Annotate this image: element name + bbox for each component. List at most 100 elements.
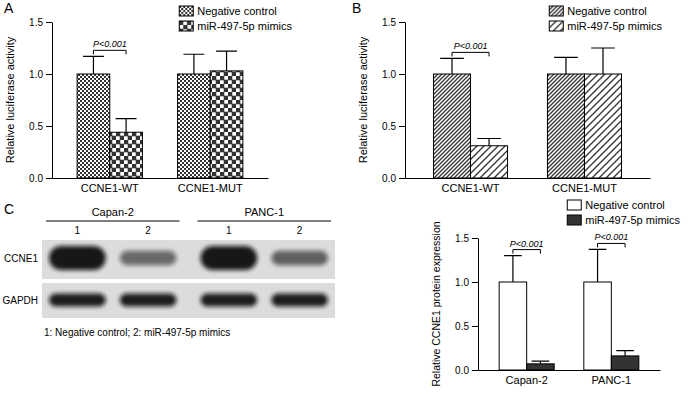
y-tick-mark xyxy=(399,22,405,23)
y-tick-mark xyxy=(472,282,478,283)
bar xyxy=(178,74,211,178)
y-tick: 1.5 xyxy=(455,233,478,244)
x-tick-label: CCNE1-MUT xyxy=(178,182,243,194)
error-bar xyxy=(554,57,578,74)
legend-item: Negative control xyxy=(567,199,665,211)
x-tick-label: CCNE1-WT xyxy=(441,182,499,194)
blot-group-line xyxy=(46,221,180,222)
y-tick-mark xyxy=(472,238,478,239)
y-tick: 0.5 xyxy=(29,121,52,132)
blot-lane-label: 1 xyxy=(226,225,232,236)
blot-band xyxy=(120,251,177,265)
blot-band xyxy=(201,246,258,270)
blot-lane-label: 1 xyxy=(75,225,81,236)
legend-item: Negative control xyxy=(549,5,647,17)
error-bar xyxy=(440,58,464,74)
legend-item: miR-497-5p mimics xyxy=(549,20,662,32)
error-bar xyxy=(183,54,204,74)
y-tick-mark xyxy=(46,22,52,23)
x-tick-label: CCNE1-WT xyxy=(81,182,139,194)
plot-marks xyxy=(77,51,243,178)
y-tick: 0.5 xyxy=(382,121,405,132)
y-tick-mark xyxy=(46,178,52,179)
legend-swatch xyxy=(549,21,563,31)
y-tick: 1.5 xyxy=(29,17,52,28)
y-tick: 1.0 xyxy=(455,277,478,288)
x-tick: Capan-2 xyxy=(506,374,548,386)
legend-swatch xyxy=(179,21,193,31)
y-tick-mark xyxy=(399,74,405,75)
x-tick: PANC-1 xyxy=(592,374,632,386)
bar xyxy=(471,146,508,178)
legend-label: Negative control xyxy=(197,5,277,17)
bar xyxy=(499,282,527,370)
x-axis: CCNE1-WT CCNE1-MUT xyxy=(53,179,269,194)
legend: Negative control miR-497-5p mimics xyxy=(549,5,662,32)
legend: Negative control miR-497-5p mimics xyxy=(567,199,680,226)
y-tick-label: 0.5 xyxy=(455,321,469,332)
blot-lane-label: 2 xyxy=(145,225,151,236)
x-tick-label: Capan-2 xyxy=(506,374,548,386)
x-tick: CCNE1-MUT xyxy=(178,182,243,194)
significance-bracket xyxy=(598,243,626,247)
panel-label: C xyxy=(4,201,14,217)
x-axis-line xyxy=(479,370,661,371)
y-axis-title: Relative luciferase activity xyxy=(357,36,369,163)
y-tick-label: 1.5 xyxy=(455,233,469,244)
bar xyxy=(584,282,612,370)
annotation: P<0.001 xyxy=(93,39,127,49)
y-tick-label: 1.0 xyxy=(382,69,396,80)
blot-group-label: PANC-1 xyxy=(244,206,284,218)
x-axis-line xyxy=(406,178,651,179)
y-axis-line xyxy=(405,23,406,179)
annotation: P<0.001 xyxy=(510,239,544,249)
panel-label: A xyxy=(4,0,14,16)
bar xyxy=(584,74,621,178)
legend-swatch xyxy=(567,215,581,225)
legend: Negative control miR-497-5p mimics xyxy=(179,5,292,32)
error-bar xyxy=(591,48,615,74)
blot-band xyxy=(201,294,258,307)
x-tick: CCNE1-MUT xyxy=(552,182,617,194)
plot-marks xyxy=(433,48,621,178)
y-tick-mark xyxy=(472,370,478,371)
y-axis: 0.0 0.5 1.0 1.5 xyxy=(29,17,52,184)
y-axis: 0.00.51.01.5 xyxy=(382,17,405,184)
error-bar xyxy=(116,119,137,133)
bar xyxy=(110,132,143,178)
legend-item: miR-497-5p mimics xyxy=(179,20,292,32)
blot-group-label: Capan-2 xyxy=(92,206,134,218)
y-tick-label: 1.0 xyxy=(455,277,469,288)
x-tick: CCNE1-WT xyxy=(441,182,499,194)
error-bar xyxy=(589,249,607,282)
y-tick-mark xyxy=(46,74,52,75)
annotation: P<0.001 xyxy=(454,41,488,51)
error-bar xyxy=(477,138,501,145)
plot-marks xyxy=(499,249,639,370)
bar xyxy=(77,74,110,178)
y-tick: 1.0 xyxy=(382,69,405,80)
legend-swatch xyxy=(179,6,193,16)
y-tick-mark xyxy=(472,326,478,327)
error-bar xyxy=(616,351,634,356)
error-bar xyxy=(216,51,237,71)
legend-label: miR-497-5p mimics xyxy=(585,214,680,226)
blot-row-label: GAPDH xyxy=(2,295,38,306)
y-tick-label: 1.5 xyxy=(29,17,43,28)
blot-group-line xyxy=(198,221,332,222)
legend-item: Negative control xyxy=(179,5,277,17)
y-axis-line xyxy=(478,239,479,371)
y-axis-title: Relative luciferase activity xyxy=(4,36,16,163)
significance-bracket xyxy=(513,250,541,254)
bar xyxy=(433,74,470,178)
x-tick-label: PANC-1 xyxy=(592,374,632,386)
x-tick: CCNE1-WT xyxy=(81,182,139,194)
y-tick-label: 0.5 xyxy=(382,121,396,132)
error-bar xyxy=(532,361,550,364)
legend-swatch xyxy=(549,6,563,16)
y-tick: 0.0 xyxy=(29,173,52,184)
y-tick-label: 0.0 xyxy=(455,365,469,376)
y-tick: 0.5 xyxy=(455,321,478,332)
western-blot: CCapan-212PANC-112CCNE1GAPDH1: Negative … xyxy=(2,201,335,338)
y-tick-label: 1.0 xyxy=(29,69,43,80)
